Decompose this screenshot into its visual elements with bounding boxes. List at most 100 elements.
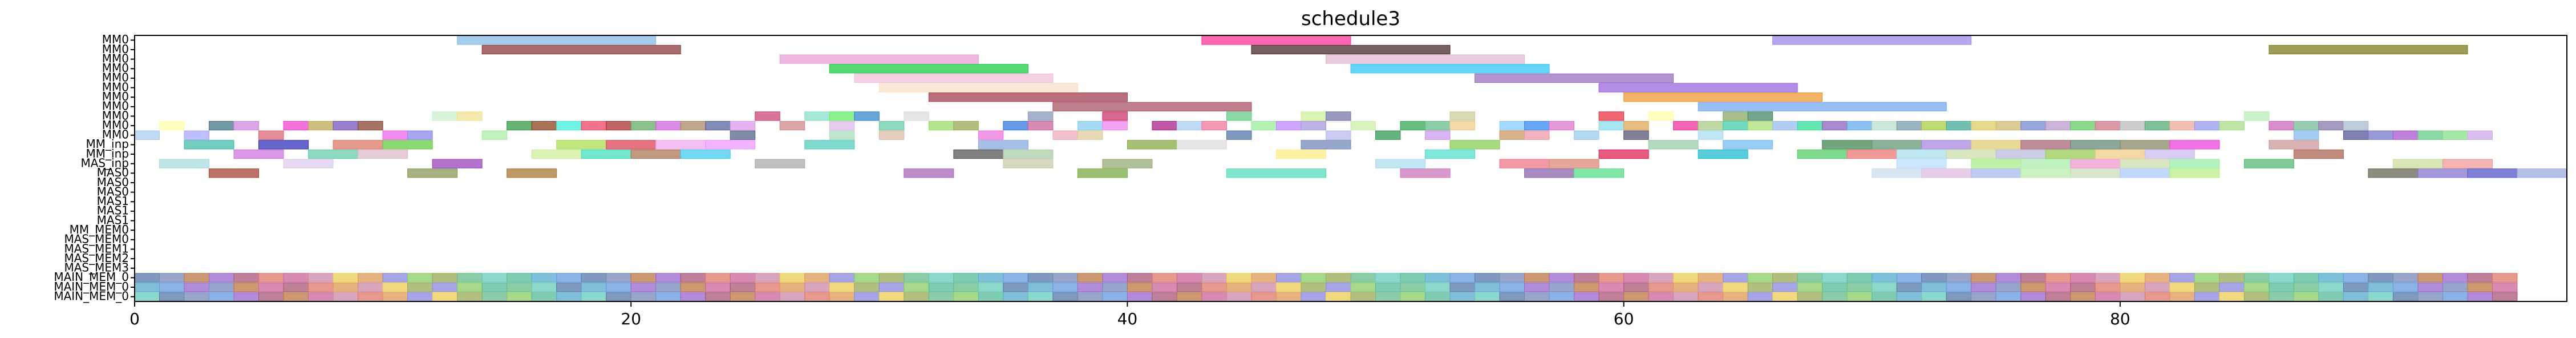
task-bar xyxy=(1275,149,1326,159)
task-bar xyxy=(531,282,557,292)
task-bar xyxy=(1499,159,1550,168)
task-bar xyxy=(1971,273,1996,283)
task-bar xyxy=(382,130,408,140)
task-bar xyxy=(1623,282,1649,292)
task-bar xyxy=(2293,149,2344,159)
task-bar xyxy=(1475,73,1674,83)
task-bar xyxy=(755,292,780,301)
task-bar xyxy=(779,282,805,292)
task-bar xyxy=(1698,273,1724,283)
task-bar xyxy=(2343,273,2369,283)
task-bar xyxy=(829,64,1028,74)
task-bar xyxy=(1524,273,1550,283)
task-bar xyxy=(2368,273,2393,283)
task-bar xyxy=(630,273,657,283)
task-bar xyxy=(531,149,582,159)
task-bar xyxy=(2194,120,2220,131)
task-bar xyxy=(1598,83,1798,92)
task-bar xyxy=(1275,292,1302,301)
task-bar xyxy=(1673,282,1699,292)
task-bar xyxy=(2020,140,2071,150)
task-bar xyxy=(1772,35,1972,45)
task-bar xyxy=(1648,140,1699,150)
task-bar xyxy=(1027,120,1054,131)
task-bar xyxy=(283,273,309,283)
task-bar xyxy=(854,111,880,121)
task-bar xyxy=(606,292,631,301)
task-bar xyxy=(2070,159,2121,168)
task-bar xyxy=(1102,273,1128,283)
task-bar xyxy=(2243,292,2270,301)
task-bar xyxy=(2169,168,2220,178)
task-bar xyxy=(209,282,234,292)
task-bar xyxy=(2467,282,2493,292)
task-bar xyxy=(382,282,408,292)
task-bar xyxy=(655,282,681,292)
task-bar xyxy=(1797,273,1823,283)
task-bar xyxy=(1325,54,1525,64)
task-bar xyxy=(382,140,433,150)
task-bar xyxy=(1475,282,1500,292)
task-bar xyxy=(2020,120,2046,131)
row-label: MAS1 xyxy=(97,204,129,218)
task-bar xyxy=(2219,292,2245,301)
task-bar xyxy=(854,273,880,283)
task-bar xyxy=(1846,120,1873,131)
row-label: MAS_MEM2 xyxy=(64,251,129,265)
task-bar xyxy=(2169,273,2195,283)
task-bar xyxy=(904,273,929,283)
task-bar xyxy=(258,273,284,283)
task-bar xyxy=(2467,130,2493,140)
task-bar xyxy=(680,120,706,131)
task-bar xyxy=(1226,130,1252,140)
task-bar xyxy=(2070,140,2121,150)
task-bar xyxy=(680,273,706,283)
task-bar xyxy=(1102,292,1128,301)
task-bar xyxy=(457,273,483,283)
task-bar xyxy=(1475,292,1500,301)
task-bar xyxy=(655,292,681,301)
task-bar xyxy=(1127,282,1153,292)
task-bar xyxy=(1201,120,1227,131)
task-bar xyxy=(2243,159,2294,168)
task-bar xyxy=(1846,149,1897,159)
task-bar xyxy=(457,282,483,292)
task-bar xyxy=(878,130,905,140)
task-bar xyxy=(1449,111,1476,121)
task-bar xyxy=(1499,273,1525,283)
task-bar xyxy=(655,120,681,131)
task-bar xyxy=(209,292,234,301)
task-bar xyxy=(2442,292,2468,301)
task-bar xyxy=(1226,111,1252,121)
row-label: MAIN_MEM_0 xyxy=(54,280,129,293)
task-bar xyxy=(1325,282,1351,292)
task-bar xyxy=(1673,292,1699,301)
task-bar xyxy=(1946,292,1972,301)
task-bar xyxy=(258,140,309,150)
task-bar xyxy=(2070,273,2096,283)
row-label: MAS0 xyxy=(97,166,129,179)
task-bar xyxy=(1648,292,1674,301)
task-bar xyxy=(904,292,929,301)
task-bar xyxy=(1598,120,1625,131)
task-bar xyxy=(2318,282,2344,292)
task-bar xyxy=(1275,273,1302,283)
x-tick-label: 20 xyxy=(621,309,641,328)
x-tick-label: 40 xyxy=(1117,309,1138,328)
task-bar xyxy=(531,273,557,283)
row-label: MAS1 xyxy=(97,213,129,227)
task-bar xyxy=(159,159,210,168)
task-bar xyxy=(507,273,532,283)
task-bar xyxy=(159,273,185,283)
task-bar xyxy=(630,282,657,292)
task-bar xyxy=(1027,111,1054,121)
task-bar xyxy=(2368,130,2393,140)
task-bar xyxy=(1723,273,1748,283)
task-bar xyxy=(581,149,631,159)
task-bar xyxy=(1102,120,1128,131)
task-bar xyxy=(2070,168,2121,178)
task-bar xyxy=(606,273,631,283)
task-bar xyxy=(606,140,657,150)
task-bar xyxy=(1201,273,1227,283)
task-bar xyxy=(705,120,731,131)
